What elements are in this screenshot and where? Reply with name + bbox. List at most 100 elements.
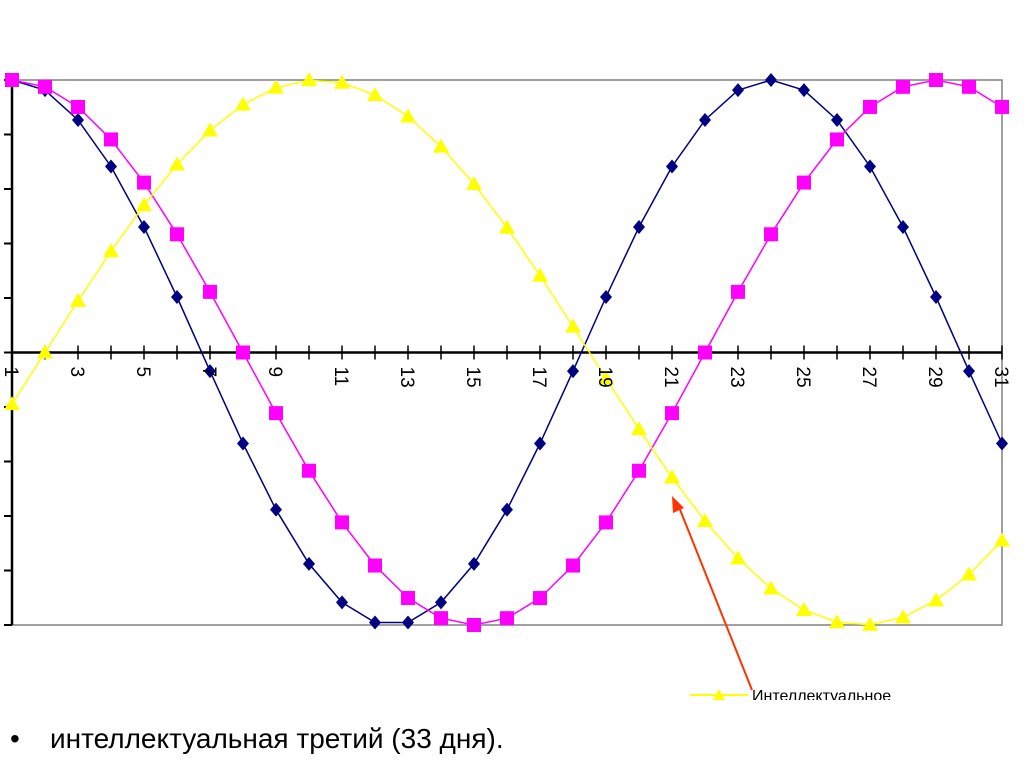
point-triangle: [928, 592, 944, 607]
point-triangle: [169, 156, 185, 171]
legend-triangle-marker: [713, 689, 725, 700]
x-tick-label: 3: [66, 367, 87, 378]
point-square: [236, 345, 250, 360]
point-triangle: [433, 138, 449, 153]
point-triangle: [334, 74, 350, 89]
point-triangle: [829, 614, 845, 629]
point-triangle: [763, 580, 779, 595]
point-square: [731, 284, 745, 299]
x-tick-label: 1: [0, 367, 21, 378]
annotation-arrow-head: [672, 496, 684, 513]
point-square: [302, 463, 316, 478]
point-triangle: [697, 512, 713, 527]
point-square: [764, 227, 778, 242]
point-diamond: [831, 112, 843, 127]
point-diamond: [567, 364, 579, 379]
point-square: [599, 515, 613, 530]
point-triangle: [202, 122, 218, 137]
point-diamond: [666, 159, 678, 174]
series-layer: [4, 72, 1010, 632]
point-triangle: [103, 243, 119, 258]
point-diamond: [336, 595, 348, 610]
x-tick-label: 11: [330, 367, 351, 387]
x-tick-label: 29: [924, 367, 945, 388]
x-tick-label: 7: [198, 367, 219, 378]
point-triangle: [862, 616, 878, 631]
point-diamond: [897, 220, 909, 235]
point-square: [104, 132, 118, 147]
point-square: [896, 79, 910, 94]
bullet-point: • интеллектуальная третий (33 дня).: [10, 723, 504, 755]
point-diamond: [204, 364, 216, 379]
point-square: [269, 406, 283, 421]
bullet-symbol: •: [10, 723, 20, 754]
point-diamond: [468, 556, 480, 571]
point-square: [335, 515, 349, 530]
point-triangle: [499, 219, 515, 234]
point-triangle: [895, 609, 911, 624]
point-diamond: [864, 159, 876, 174]
biorhythm-chart: 1 3 5 7 9 11 13 15 17 19 21 23 25 27 29 31 Интеллектуал…: [0, 72, 1011, 700]
point-triangle: [961, 566, 977, 581]
point-triangle: [268, 79, 284, 94]
point-square: [203, 284, 217, 299]
annotation-arrow: [672, 496, 753, 691]
point-triangle: [4, 396, 20, 411]
x-tick-label: 15: [462, 367, 483, 388]
x-tick-label: 17: [528, 367, 549, 388]
point-triangle: [70, 292, 86, 307]
point-square: [566, 558, 580, 573]
point-square: [929, 73, 943, 87]
point-triangle: [466, 176, 482, 191]
point-square: [71, 99, 85, 114]
point-diamond: [402, 615, 414, 630]
point-square: [962, 79, 976, 94]
point-diamond: [996, 436, 1008, 451]
point-triangle: [796, 602, 812, 617]
point-diamond: [369, 615, 381, 630]
point-diamond: [963, 364, 975, 379]
x-tick-label: 5: [132, 367, 153, 378]
point-triangle: [631, 421, 647, 436]
x-tick-label: 19: [594, 367, 615, 388]
point-square: [5, 73, 19, 87]
series-triangle: [4, 72, 1010, 631]
point-diamond: [171, 290, 183, 305]
point-diamond: [237, 436, 249, 451]
point-square: [632, 463, 646, 478]
bullet-text: интеллектуальная третий (33 дня).: [50, 723, 504, 754]
point-diamond: [303, 556, 315, 571]
point-square: [863, 99, 877, 114]
point-square: [170, 227, 184, 242]
point-diamond: [72, 112, 84, 127]
point-triangle: [532, 267, 548, 282]
point-triangle: [136, 197, 152, 212]
point-square: [137, 175, 151, 190]
point-triangle: [598, 370, 614, 385]
point-triangle: [730, 550, 746, 565]
point-triangle: [301, 72, 317, 87]
x-tick-labels: 1 3 5 7 9 11 13 15 17 19 21 23 25 27 29 31: [0, 367, 1011, 388]
point-diamond: [765, 73, 777, 87]
point-diamond: [732, 83, 744, 98]
point-diamond: [270, 502, 282, 517]
legend: Интеллектуальное: [690, 688, 891, 700]
point-square: [830, 132, 844, 147]
legend-label: Интеллектуальное: [752, 688, 891, 700]
point-diamond: [534, 436, 546, 451]
x-tick-label: 23: [726, 367, 747, 388]
point-square: [38, 79, 52, 94]
point-diamond: [501, 502, 513, 517]
point-diamond: [138, 220, 150, 235]
point-square: [665, 406, 679, 421]
point-triangle: [37, 344, 53, 359]
x-tick-label: 21: [660, 367, 681, 388]
point-square: [797, 175, 811, 190]
x-tick-label: 31: [990, 367, 1011, 388]
point-diamond: [600, 290, 612, 305]
point-diamond: [798, 83, 810, 98]
point-square: [533, 591, 547, 606]
point-diamond: [930, 290, 942, 305]
point-diamond: [105, 159, 117, 174]
axes: [4, 79, 1003, 626]
